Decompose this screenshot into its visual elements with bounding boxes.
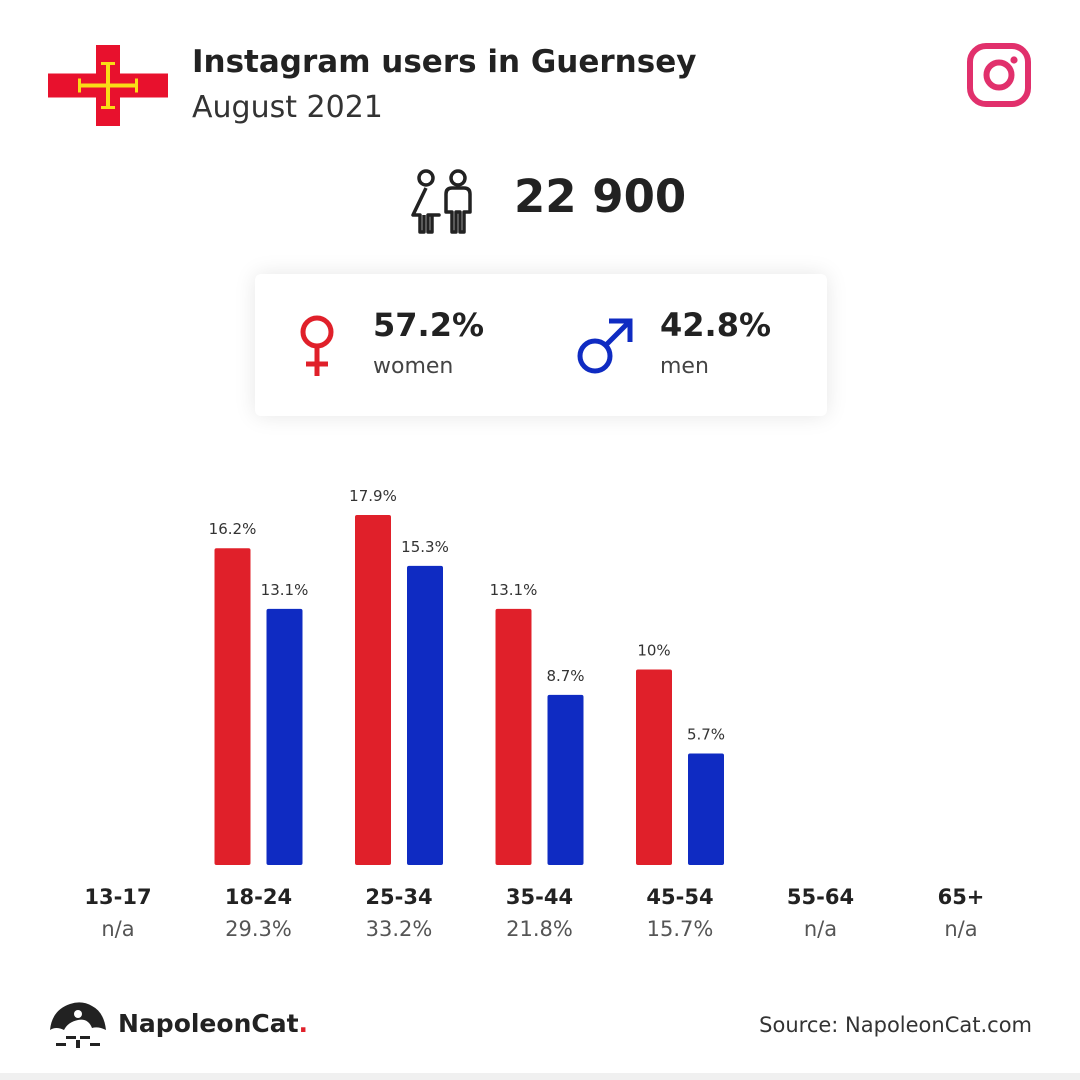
women-label: women (373, 354, 454, 379)
page-title: Instagram users in Guernsey (192, 44, 697, 80)
bar-45-54-0 (636, 669, 672, 865)
age-group-label: 35-44 (505, 885, 574, 909)
bar-value-label: 15.3% (401, 538, 449, 556)
female-symbol-icon (300, 315, 334, 376)
napoleoncat-logo-icon (50, 1002, 106, 1048)
bar-18-24-0 (214, 548, 251, 865)
age-group-label: 18-24 (224, 885, 293, 909)
brand-name-dot: . (298, 1009, 309, 1038)
source-credit: Source: NapoleonCat.com (759, 1013, 1032, 1037)
age-group-label: 65+ (937, 885, 985, 909)
bar-18-24-1 (266, 608, 303, 865)
guernsey-flag-icon (48, 45, 168, 126)
bar-25-34-0 (355, 515, 391, 865)
bar-45-54-1 (688, 753, 724, 865)
age-group-label: 13-17 (84, 885, 152, 909)
men-label: men (660, 354, 709, 379)
bar-35-44-0 (495, 608, 532, 865)
age-group-share: 15.7% (646, 917, 714, 941)
bar-value-label: 10% (637, 641, 670, 659)
age-group-share: 21.8% (506, 917, 573, 941)
men-percent: 42.8% (660, 306, 772, 344)
bar-value-label: 16.2% (209, 520, 257, 538)
brand-name: NapoleonCat. (118, 1009, 308, 1038)
users-icon (411, 169, 472, 234)
bottom-strip (0, 1073, 1080, 1080)
brand-name-text: NapoleonCat (118, 1009, 299, 1038)
bar-value-label: 17.9% (349, 487, 397, 505)
instagram-icon (967, 43, 1031, 107)
age-group-label: 25-34 (365, 885, 433, 909)
age-group-share: 29.3% (225, 917, 292, 941)
bar-value-label: 13.1% (261, 581, 309, 599)
age-group-share: 33.2% (365, 917, 433, 941)
bar-25-34-1 (407, 565, 443, 865)
women-percent: 57.2% (373, 306, 485, 344)
age-group-share: n/a (101, 917, 135, 941)
page-subtitle: August 2021 (192, 90, 383, 125)
age-group-share: n/a (944, 917, 978, 941)
age-group-label: 45-54 (646, 885, 714, 909)
male-symbol-icon (577, 318, 633, 374)
gender-card: 57.2% women 42.8% men (255, 274, 827, 416)
bar-value-label: 8.7% (546, 667, 584, 685)
bar-value-label: 5.7% (687, 726, 725, 744)
age-group-share: n/a (803, 917, 838, 941)
bar-35-44-1 (547, 694, 584, 865)
total-users: 22 900 (514, 170, 687, 223)
age-group-label: 55-64 (786, 885, 855, 909)
bar-value-label: 13.1% (490, 581, 538, 599)
